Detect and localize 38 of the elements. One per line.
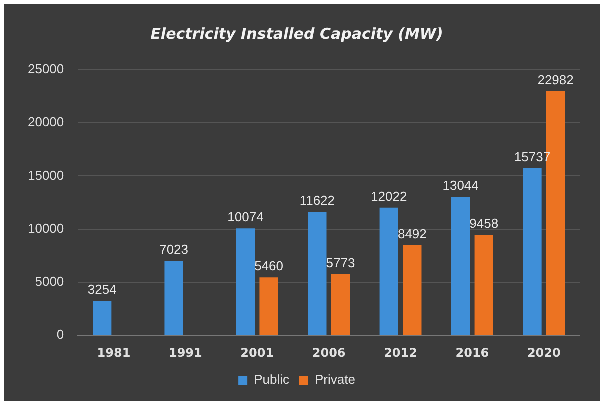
data-label: 9458: [470, 216, 499, 232]
data-label: 13044: [442, 178, 479, 194]
data-label: 8492: [398, 226, 427, 242]
bar: [380, 208, 398, 336]
y-tick-label: 15000: [28, 168, 64, 183]
bar: [164, 260, 184, 336]
y-tick-label: 25000: [28, 62, 64, 77]
data-label: 3254: [88, 282, 117, 298]
y-tick-label: 20000: [28, 114, 64, 130]
bar: [308, 212, 327, 336]
data-label: 12022: [371, 188, 408, 204]
x-tick-label: 1981: [97, 346, 131, 360]
x-tick-label: 2016: [456, 346, 490, 360]
data-label: 11622: [300, 193, 336, 208]
x-tick-label: 2020: [527, 346, 561, 360]
y-tick-label: 10000: [28, 220, 64, 236]
y-tick-label: 5000: [35, 274, 64, 290]
legend-label: Public: [254, 372, 290, 388]
data-label: 5773: [326, 255, 356, 270]
legend-label: Private: [314, 372, 356, 388]
bar: [474, 235, 494, 336]
data-label: 22982: [538, 72, 574, 88]
x-tick-label: 2012: [384, 346, 418, 360]
data-label: 5460: [254, 258, 284, 274]
bar: [260, 278, 278, 336]
y-tick-label: 0: [56, 327, 64, 342]
bar: [93, 301, 112, 336]
x-tick-label: 2006: [312, 346, 346, 360]
bar: [523, 168, 542, 336]
data-label: 10074: [228, 210, 264, 225]
bar: [236, 228, 256, 336]
x-tick-label: 1991: [168, 346, 202, 360]
bar: [451, 197, 470, 336]
bar: [403, 245, 422, 336]
x-tick-label: 2001: [240, 346, 274, 360]
bar: [331, 274, 350, 336]
data-label: 7023: [160, 242, 188, 258]
chart-title: Electricity Installed Capacity (MW): [150, 24, 444, 43]
